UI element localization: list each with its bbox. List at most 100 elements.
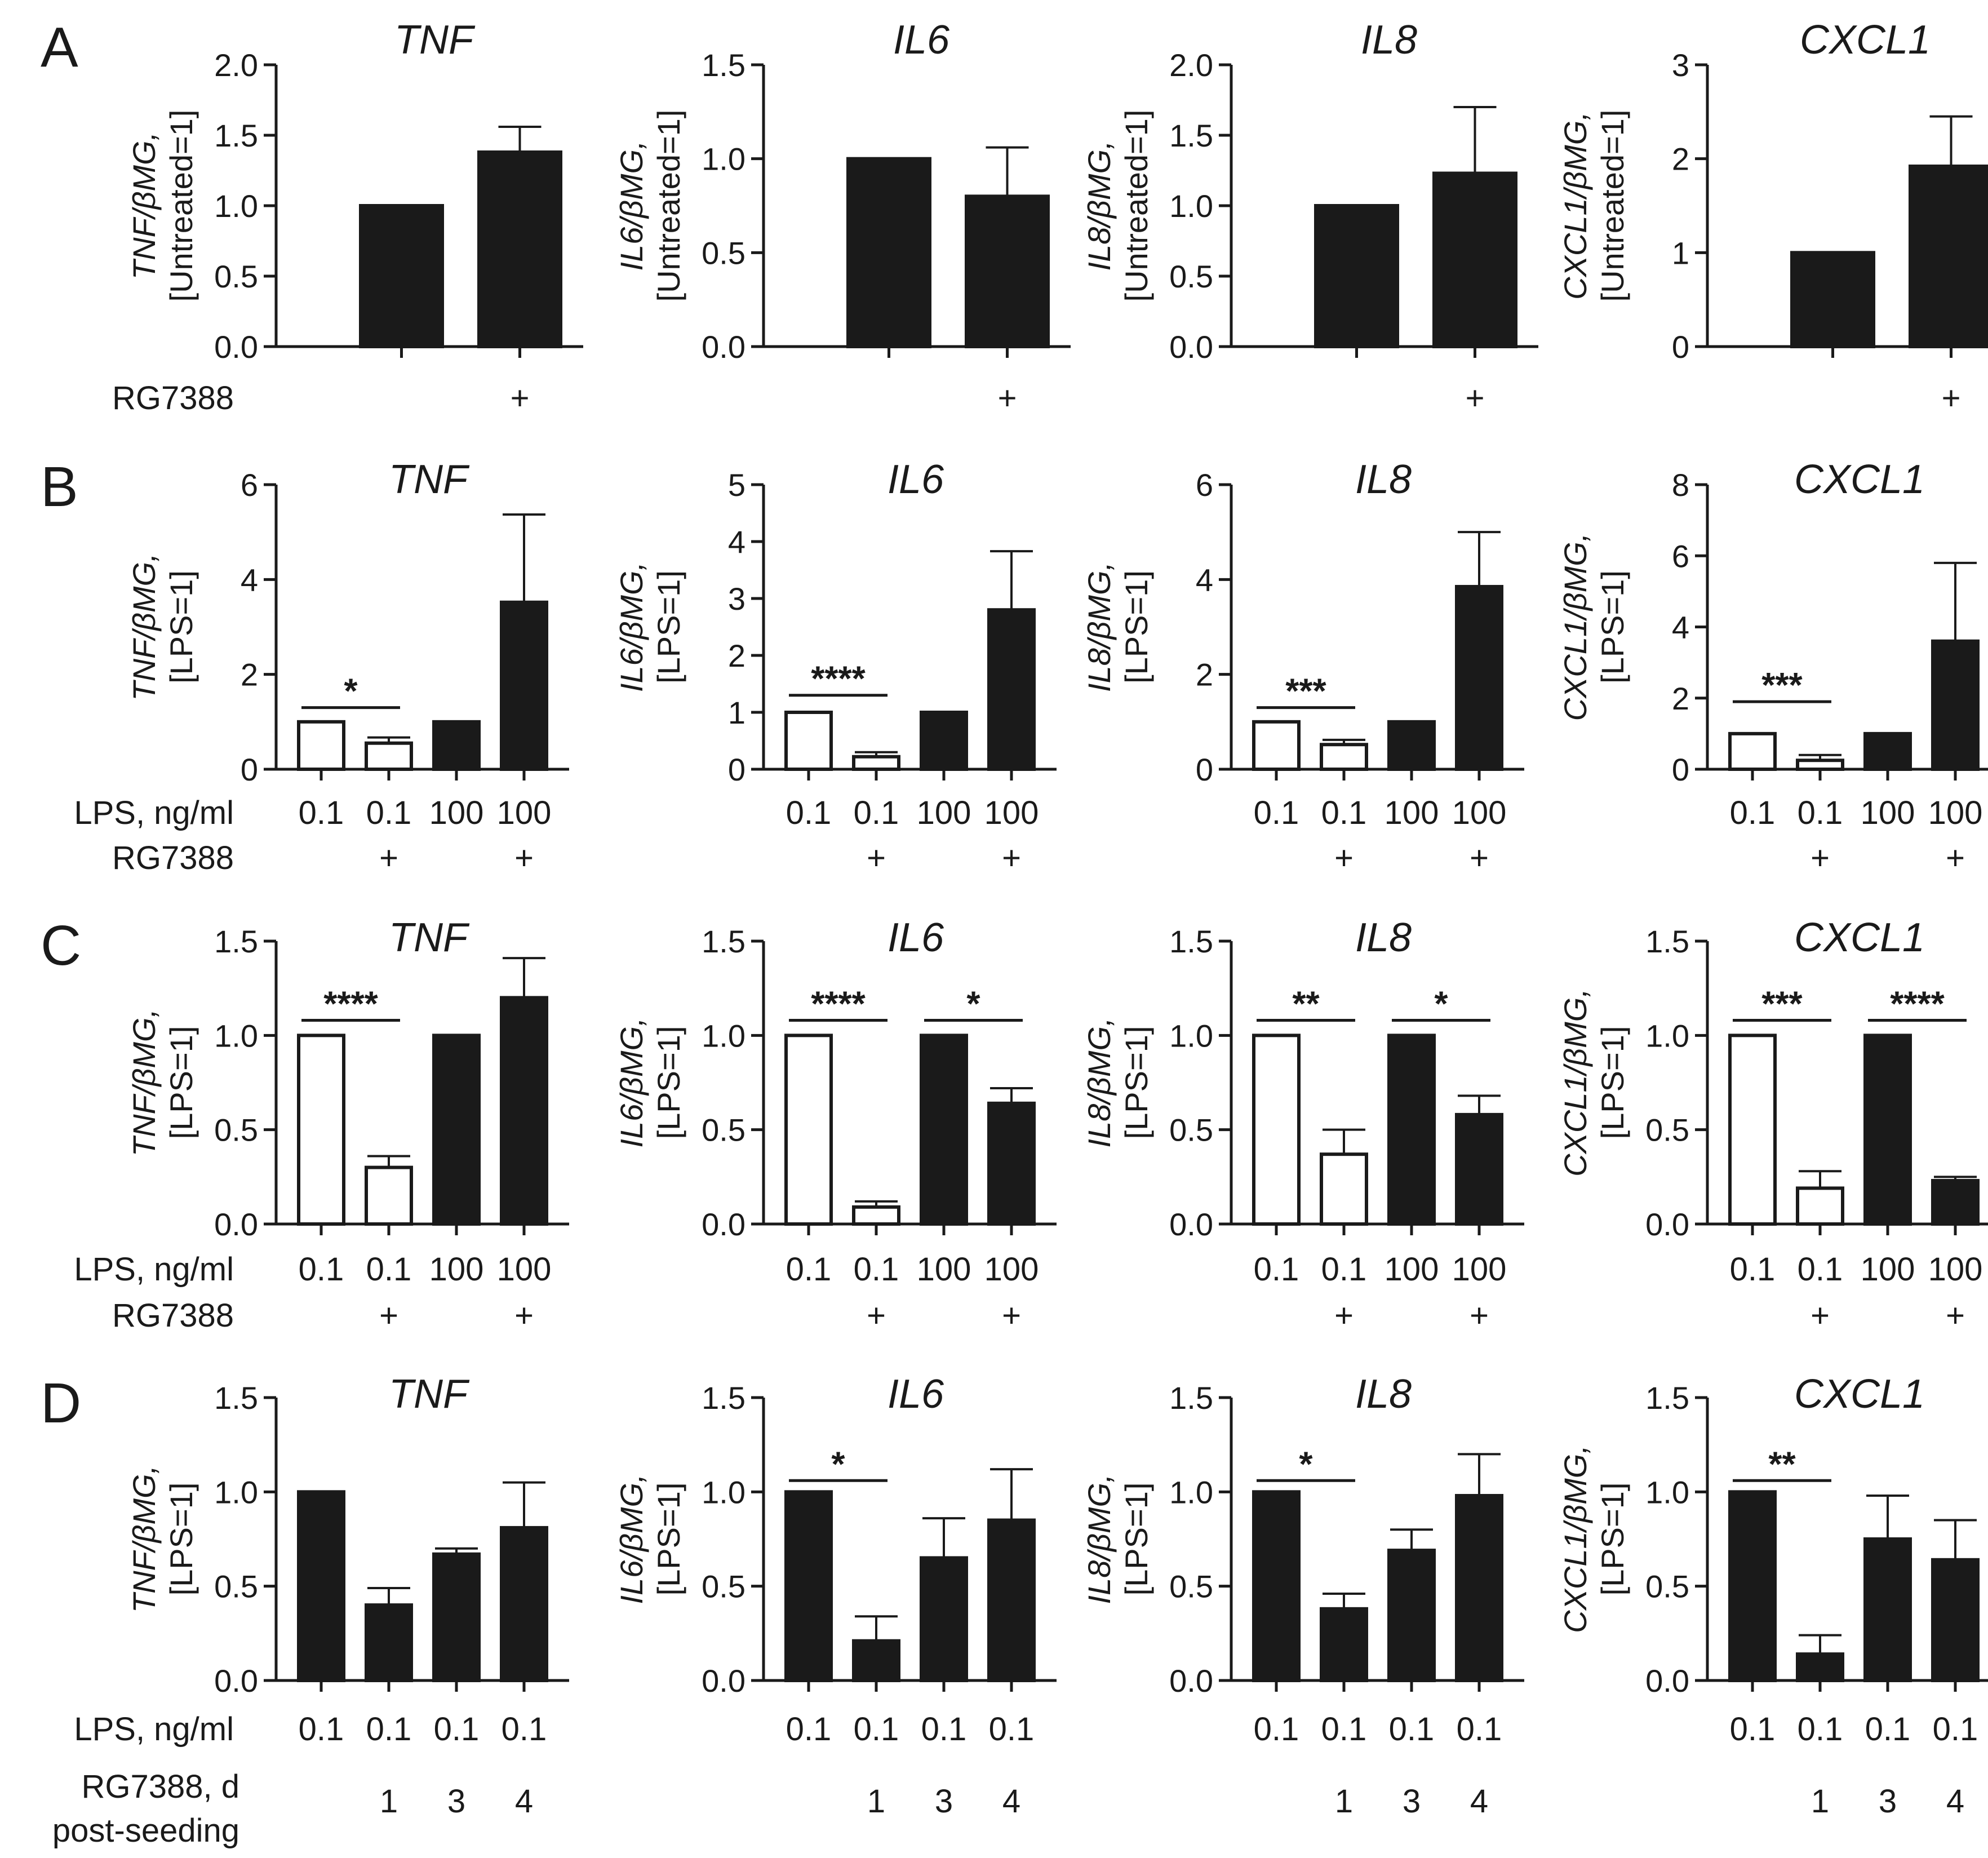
chart-title: CXCL1 (1794, 915, 1925, 960)
condition-cell: 0.1 (299, 1711, 344, 1748)
bar (920, 1034, 968, 1226)
y-tick-label: 0.5 (702, 235, 746, 271)
y-tick-label: 6 (241, 467, 258, 503)
bar (365, 1603, 413, 1682)
significance-stars: * (344, 672, 358, 711)
bar (1796, 759, 1844, 771)
y-tick-label: 0.0 (1645, 1663, 1689, 1699)
row-label-d-rg7388-days: RG7388, d (81, 1768, 239, 1805)
y-axis-label-gene: IL6 (614, 227, 649, 271)
y-tick-label: 1.5 (1169, 924, 1213, 959)
condition-cell: 0.1 (854, 795, 899, 831)
condition-cell: 100 (1861, 1251, 1915, 1288)
condition-cell: 0.1 (989, 1711, 1035, 1748)
condition-cell: + (379, 840, 398, 876)
condition-cell: 100 (497, 1251, 552, 1288)
y-tick-label: 0.0 (1645, 1207, 1689, 1242)
condition-cell: 0.1 (1798, 795, 1843, 831)
y-tick-label: 4 (1196, 562, 1213, 597)
condition-cell: 0.1 (1389, 1711, 1435, 1748)
y-axis-label: TNF/βMG,[LPS=1] (126, 1009, 199, 1156)
y-axis-label-normalization: [Untreated=1] (651, 110, 686, 302)
y-axis-label-ratio: /βMG, (1557, 1445, 1593, 1533)
y-tick-label: 1.5 (702, 1380, 746, 1416)
y-tick-label: 0.0 (702, 1663, 746, 1699)
y-tick-label: 5 (728, 467, 746, 503)
significance-stars: ** (1768, 1445, 1796, 1484)
y-axis-label: CXCL1/βMG,[LPS=1] (1557, 988, 1630, 1177)
condition-cell: 0.1 (1457, 1711, 1502, 1748)
y-axis-label-normalization: [LPS=1] (163, 570, 199, 684)
y-axis-label: IL8/βMG,[LPS=1] (1081, 562, 1154, 692)
y-axis-label: TNF/βMG,[LPS=1] (126, 1465, 199, 1613)
bar (1931, 1179, 1980, 1226)
condition-cell: 4 (515, 1783, 533, 1820)
y-tick-label: 0.0 (702, 329, 746, 365)
condition-cell: 0.1 (786, 1711, 832, 1748)
y-axis-label-gene: CXCL1 (1557, 1531, 1593, 1633)
y-tick-label: 1.0 (1645, 1474, 1689, 1510)
condition-cell: 3 (935, 1783, 953, 1820)
y-tick-label: 1.0 (702, 1474, 746, 1510)
y-tick-label: 1.5 (1169, 118, 1213, 153)
bar (1252, 1490, 1301, 1682)
y-tick-label: 0.0 (702, 1207, 746, 1242)
y-axis-label-normalization: [Untreated=1] (163, 110, 199, 302)
bar (784, 711, 833, 771)
y-tick-label: 0.5 (702, 1112, 746, 1148)
y-axis-label-ratio: /βMG, (126, 1465, 162, 1554)
condition-cell: + (1470, 840, 1489, 876)
condition-cell: 0.1 (786, 1251, 832, 1288)
chart-title: IL8 (1355, 1372, 1412, 1417)
y-axis-label-ratio: /βMG, (1081, 1017, 1117, 1106)
y-axis-label-gene: IL8 (1081, 1560, 1117, 1604)
bar (432, 1034, 481, 1226)
chart-title: IL8 (1355, 457, 1412, 502)
condition-cell: + (514, 1297, 534, 1334)
chart-b-il6: IL6 0 1 2 3 4 5 IL6/βMG,[LPS=1] **** 0.1 0.1 100 100… (614, 457, 1057, 876)
condition-cell: 0.1 (1321, 795, 1367, 831)
bar (500, 600, 548, 771)
y-axis-label-gene: IL8 (1081, 648, 1117, 692)
bar (297, 1034, 345, 1226)
condition-cell: 100 (1452, 795, 1507, 831)
condition-cell: + (1946, 1297, 1965, 1334)
y-axis-label-ratio: /βMG, (1557, 112, 1593, 200)
bar (1252, 1034, 1301, 1226)
condition-cell: 0.1 (366, 1251, 412, 1288)
condition-cell: + (1466, 380, 1485, 416)
chart-title: IL6 (888, 1372, 944, 1417)
y-axis-label-gene: CXCL1 (1557, 1075, 1593, 1177)
chart-b-il8: IL8 0 2 4 6 IL8/βMG,[LPS=1] *** 0.1 0.1 100 100 + + (1081, 457, 1524, 876)
condition-cell: 100 (1452, 1251, 1507, 1288)
y-tick-label: 1.0 (214, 1474, 258, 1510)
condition-cell: 0.1 (299, 1251, 344, 1288)
y-axis-label-ratio: /βMG, (126, 132, 162, 220)
y-tick-label: 3 (728, 581, 746, 617)
condition-cell: 0.1 (502, 1711, 547, 1748)
condition-cell: + (1942, 380, 1961, 416)
y-tick-label: 0.0 (214, 1663, 258, 1699)
condition-cell: 100 (917, 1251, 971, 1288)
condition-cell: + (998, 380, 1017, 416)
bar (987, 608, 1036, 771)
bar (987, 1101, 1036, 1226)
significance-stars: *** (1285, 672, 1326, 711)
chart-title: IL6 (893, 17, 950, 63)
bar (1728, 1034, 1777, 1226)
bar (1863, 1034, 1912, 1226)
y-axis-label-ratio: /βMG, (1557, 533, 1593, 622)
y-axis-label-ratio: /βMG, (1081, 562, 1117, 650)
condition-cell: 100 (917, 795, 971, 831)
condition-cell: + (1334, 840, 1354, 876)
y-tick-label: 1.0 (214, 1018, 258, 1053)
y-axis-label-gene: CXCL1 (1557, 198, 1593, 300)
bar (297, 1490, 345, 1682)
chart-a-il6: IL6 0.0 0.5 1.0 1.5 IL6/βMG,[Untreated=1] + (614, 17, 1071, 416)
row-label-d-lps: LPS, ng/ml (74, 1711, 234, 1748)
y-tick-label: 0.5 (1169, 1112, 1213, 1148)
condition-cell: 0.1 (786, 795, 832, 831)
bar (477, 150, 562, 348)
